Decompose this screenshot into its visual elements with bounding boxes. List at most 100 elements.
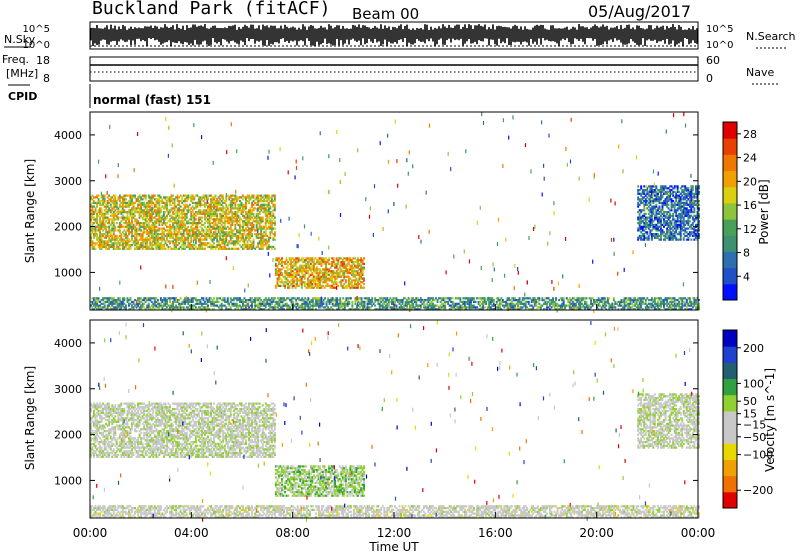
heatmap-cell bbox=[667, 236, 670, 239]
heatmap-cell bbox=[181, 240, 184, 243]
heatmap-cell bbox=[296, 259, 299, 262]
heatmap-cell bbox=[269, 218, 272, 221]
heatmap-cell bbox=[693, 218, 696, 221]
heatmap-cell bbox=[172, 222, 175, 225]
heatmap-cell bbox=[185, 198, 188, 201]
heatmap-cell bbox=[279, 262, 282, 266]
heatmap-cell bbox=[270, 222, 273, 225]
heatmap-cell bbox=[647, 234, 650, 238]
heatmap-cell bbox=[309, 259, 312, 262]
heatmap-cell bbox=[317, 283, 320, 286]
heatmap-cell bbox=[187, 300, 190, 304]
heatmap-cell bbox=[251, 227, 254, 230]
heatmap-cell bbox=[169, 218, 171, 221]
heatmap-cell bbox=[155, 200, 158, 203]
heatmap-cell bbox=[234, 225, 237, 228]
heatmap-cell bbox=[235, 234, 238, 238]
heatmap-cell bbox=[182, 302, 185, 305]
heatmap-cell bbox=[239, 200, 241, 203]
heatmap-cell bbox=[311, 279, 314, 282]
heatmap-cell bbox=[120, 233, 123, 236]
heatmap-cell bbox=[663, 185, 665, 188]
heatmap-cell bbox=[273, 231, 276, 234]
heatmap-cell bbox=[105, 203, 108, 206]
heatmap-cell bbox=[231, 234, 234, 238]
heatmap-cell bbox=[337, 272, 340, 275]
heatmap-cell bbox=[653, 198, 656, 201]
heatmap-cell bbox=[657, 234, 659, 238]
heatmap-cell bbox=[170, 231, 173, 234]
heatmap-cell bbox=[670, 207, 673, 210]
heatmap-cell bbox=[223, 231, 226, 234]
heatmap-cell bbox=[302, 300, 305, 304]
heatmap-cell bbox=[182, 231, 185, 234]
heatmap-cell bbox=[350, 281, 353, 284]
heatmap-cell bbox=[640, 216, 643, 219]
heatmap-cell bbox=[357, 261, 359, 264]
heatmap-cell bbox=[99, 300, 102, 304]
heatmap-cell bbox=[251, 300, 254, 304]
heatmap-cell bbox=[266, 209, 269, 212]
heatmap-cell bbox=[260, 222, 263, 225]
heatmap-cell bbox=[652, 207, 655, 210]
heatmap-cell bbox=[687, 227, 690, 230]
heatmap-cell bbox=[129, 227, 132, 230]
heatmap-cell bbox=[332, 281, 335, 284]
heatmap-cell bbox=[103, 209, 106, 212]
heatmap-cell bbox=[360, 270, 363, 273]
heatmap-cell bbox=[100, 236, 103, 239]
heatmap-cell bbox=[103, 214, 106, 217]
heatmap-cell bbox=[347, 275, 350, 278]
heatmap-cell bbox=[211, 196, 214, 199]
heatmap-cell bbox=[682, 205, 685, 208]
heatmap-cell bbox=[693, 211, 696, 214]
heatmap-cell bbox=[201, 211, 203, 214]
heatmap-cell bbox=[263, 209, 266, 212]
heatmap-cell bbox=[117, 236, 120, 239]
heatmap-cell bbox=[302, 308, 305, 311]
heatmap-cell bbox=[137, 205, 140, 208]
heatmap-cell bbox=[187, 231, 190, 234]
heatmap-cell bbox=[196, 201, 199, 205]
heatmap-cell bbox=[281, 257, 283, 260]
heatmap-cell bbox=[263, 240, 266, 243]
heatmap-cell bbox=[357, 283, 359, 286]
heatmap-cell bbox=[169, 306, 171, 309]
heatmap-cell bbox=[282, 266, 285, 269]
heatmap-cell bbox=[91, 223, 94, 227]
heatmap-cell bbox=[684, 203, 687, 206]
heatmap-cell bbox=[112, 212, 115, 216]
heatmap-cell bbox=[153, 229, 156, 232]
heatmap-cell bbox=[182, 209, 185, 212]
heatmap-cell bbox=[320, 277, 323, 280]
heatmap-cell bbox=[273, 234, 276, 238]
heatmap-cell bbox=[684, 214, 687, 217]
heatmap-cell bbox=[188, 196, 191, 199]
heatmap-cell bbox=[329, 266, 332, 269]
heatmap-cell bbox=[163, 297, 165, 300]
heatmap-cell bbox=[159, 236, 162, 239]
heatmap-cell bbox=[132, 216, 135, 219]
heatmap-cell bbox=[103, 302, 106, 305]
heatmap-cell bbox=[287, 264, 290, 267]
heatmap-cell bbox=[90, 242, 92, 245]
heatmap-cell bbox=[670, 227, 673, 230]
heatmap-cell bbox=[652, 209, 655, 212]
heatmap-cell bbox=[302, 266, 305, 269]
heatmap-cell bbox=[294, 275, 297, 278]
heatmap-cell bbox=[675, 198, 678, 201]
heatmap-cell bbox=[111, 236, 114, 239]
heatmap-cell bbox=[205, 212, 208, 216]
heatmap-cell bbox=[149, 233, 152, 236]
heatmap-cell bbox=[210, 216, 213, 219]
heatmap-cell bbox=[346, 286, 349, 289]
heatmap-cell bbox=[284, 284, 287, 288]
heatmap-cell bbox=[328, 284, 331, 288]
heatmap-cell bbox=[314, 262, 317, 266]
heatmap-cell bbox=[217, 196, 220, 199]
heatmap-cell bbox=[361, 266, 364, 269]
heatmap-cell bbox=[261, 227, 264, 230]
heatmap-cell bbox=[161, 306, 164, 309]
heatmap-cell bbox=[231, 216, 234, 219]
heatmap-cell bbox=[667, 238, 670, 241]
